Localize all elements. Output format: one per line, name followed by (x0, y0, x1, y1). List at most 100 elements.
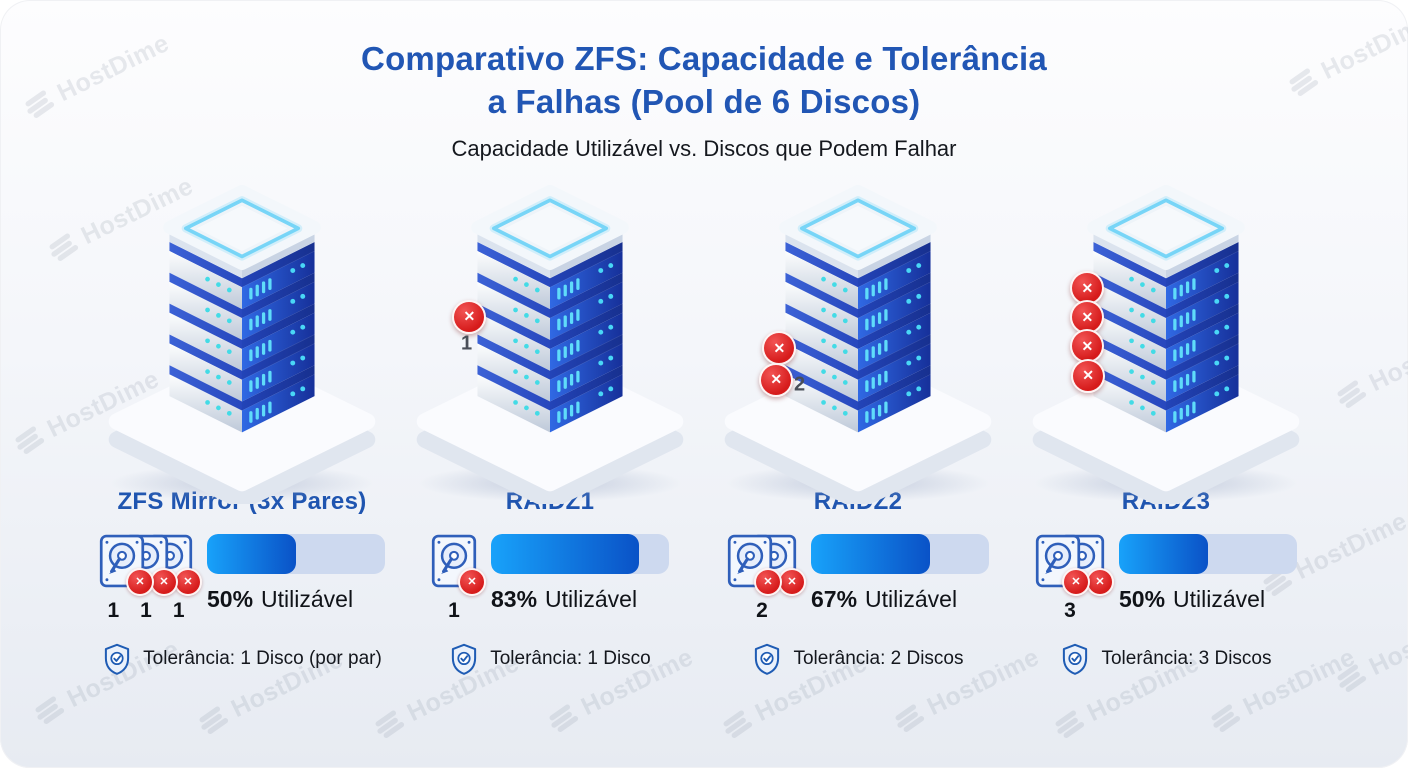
fail-count-labels: 1 1 1 (107, 599, 184, 623)
capacity-percent: 50% (1119, 585, 1166, 612)
failure-x-icon: ✕ (762, 331, 797, 366)
page-subtitle: Capacidade Utilizável vs. Discos que Pod… (451, 135, 957, 161)
tolerance-row: Tolerância: 1 Disco (por par) (102, 643, 382, 676)
server-stack-illustration (414, 164, 686, 504)
capacity-text: 67% Utilizável (811, 586, 989, 613)
failure-x-icon: ✕ (174, 567, 202, 596)
hdd-icon: ✕ (1059, 534, 1114, 596)
capacity-cell: 67% Utilizável (811, 533, 989, 613)
capacity-cell: 83% Utilizável (491, 533, 669, 613)
hostdime-logo-icon (370, 707, 408, 743)
server-stack-raidz2: ✕ ✕ 2 (719, 178, 997, 480)
fail-count: 1 (140, 598, 152, 622)
failure-x-icon: ✕ (150, 567, 178, 596)
hdd-icon: ✕ (123, 534, 178, 596)
server-stack-illustration (106, 164, 378, 504)
capacity-bar-fill (811, 533, 931, 574)
capacity-text: 50% Utilizável (207, 586, 385, 613)
capacity-cell: 50% Utilizável (1119, 533, 1297, 613)
failure-x-icon: ✕ (1071, 358, 1106, 393)
hostdime-watermark: HostDime (1332, 603, 1408, 698)
capacity-percent: 50% (207, 585, 254, 612)
capacity-suffix: Utilizável (261, 585, 354, 612)
disk-icon-group: ✕ ✕ (1035, 534, 1114, 596)
server-stack-illustration (1030, 164, 1302, 504)
failure-x-icon: ✕ (1070, 271, 1105, 305)
shield-check-icon (102, 643, 132, 676)
hostdime-logo-icon (44, 230, 82, 266)
disk-icon-group: ✕ ✕ (727, 534, 806, 596)
fail-count-labels: 3 (1064, 599, 1076, 623)
fail-count: 1 (448, 598, 460, 622)
capacity-suffix: Utilizável (545, 585, 638, 612)
config-column-zfs-mirror: ZFS Mirror (3x Pares) ✕ ✕ ✕ 1 1 1 (88, 178, 396, 676)
hostdime-watermark: HostDime (1332, 319, 1408, 414)
stack-fail-count: 2 (794, 373, 806, 396)
failure-x-icon: ✕ (754, 567, 782, 596)
failure-x-icon: ✕ (778, 567, 806, 596)
capacity-text: 50% Utilizável (1119, 586, 1297, 613)
hostdime-logo-icon (10, 423, 48, 459)
shield-check-icon (449, 643, 479, 676)
failure-x-icon: ✕ (1062, 567, 1090, 596)
capacity-bar-fill (1119, 533, 1208, 574)
server-stack-illustration (722, 164, 994, 504)
capacity-bar (207, 533, 385, 574)
hostdime-logo-icon (718, 707, 756, 743)
failure-x-icon: ✕ (1070, 300, 1105, 335)
header: Comparativo ZFS: Capacidade e Tolerância… (0, 0, 1408, 162)
capacity-percent: 83% (491, 585, 538, 612)
capacity-percent: 67% (811, 585, 858, 612)
hdd-icon: ✕ (99, 534, 154, 596)
failed-disks-cell: ✕ ✕ ✕ 1 1 1 (99, 534, 202, 623)
hdd-icon: ✕ (1035, 534, 1090, 596)
failure-x-icon: ✕ (452, 299, 487, 334)
capacity-bar (1119, 533, 1297, 574)
failure-x-icon: ✕ (1086, 567, 1114, 596)
hostdime-logo-icon (1332, 377, 1370, 413)
title-line-2: a Falhas (Pool de 6 Discos) (487, 82, 921, 120)
stack-fail-count: 1 (461, 332, 473, 355)
tolerance-text: Tolerância: 1 Disco (490, 648, 651, 670)
hostdime-logo-icon (30, 693, 68, 729)
failure-x-icon: ✕ (1070, 329, 1105, 364)
tolerance-row: Tolerância: 2 Discos (752, 643, 964, 676)
failure-x-icon: ✕ (126, 567, 154, 596)
hostdime-logo-icon (194, 703, 232, 739)
server-stack-raidz1: ✕ 1 (411, 178, 689, 480)
config-column-raidz1: ✕1 RAIDZ1 ✕ 1 83%Utilizável (396, 178, 704, 676)
config-column-raidz2: ✕✕2 RAIDZ2 ✕ ✕ 2 67%Utilizável (704, 178, 1012, 676)
capacity-cell: 50% Utilizável (207, 533, 385, 613)
failure-x-icon: ✕ (458, 567, 486, 596)
tolerance-text: Tolerância: 2 Discos (793, 648, 964, 670)
capacity-bar (811, 533, 989, 574)
tolerance-row: Tolerância: 3 Discos (1060, 643, 1272, 676)
failure-x-icon: ✕ (759, 362, 794, 397)
shield-check-icon (1060, 643, 1090, 676)
failed-disks-cell: ✕ ✕ 3 (1035, 534, 1114, 623)
capacity-text: 83% Utilizável (491, 586, 669, 613)
hostdime-logo-icon (890, 701, 928, 737)
disk-icon-group: ✕ ✕ ✕ (99, 534, 202, 596)
config-column-raidz3: ✕✕✕✕ RAIDZ3 ✕ ✕ 3 50%Utilizável (1012, 178, 1320, 676)
capacity-bar (491, 533, 669, 574)
failed-disks-cell: ✕ ✕ 2 (727, 534, 806, 623)
stats-row: ✕ 1 83% Utilizável (431, 533, 669, 623)
fail-count: 3 (1064, 598, 1076, 622)
hdd-icon: ✕ (727, 534, 782, 596)
page-title: Comparativo ZFS: Capacidade e Tolerância… (0, 38, 1408, 124)
hostdime-logo-icon (1050, 707, 1088, 743)
tolerance-text: Tolerância: 3 Discos (1101, 648, 1272, 670)
capacity-bar-fill (207, 533, 296, 574)
tolerance-text: Tolerância: 1 Disco (por par) (143, 648, 382, 670)
fail-count: 2 (756, 598, 768, 622)
fail-count: 1 (172, 598, 185, 622)
hdd-icon: ✕ (431, 534, 486, 596)
title-line-1: Comparativo ZFS: Capacidade e Tolerância (361, 40, 1047, 77)
hostdime-logo-icon (544, 701, 582, 737)
failed-disks-cell: ✕ 1 (431, 534, 486, 623)
disk-icon-group: ✕ (431, 534, 486, 596)
fail-count: 1 (107, 598, 120, 622)
fail-count-labels: 2 (756, 599, 768, 623)
